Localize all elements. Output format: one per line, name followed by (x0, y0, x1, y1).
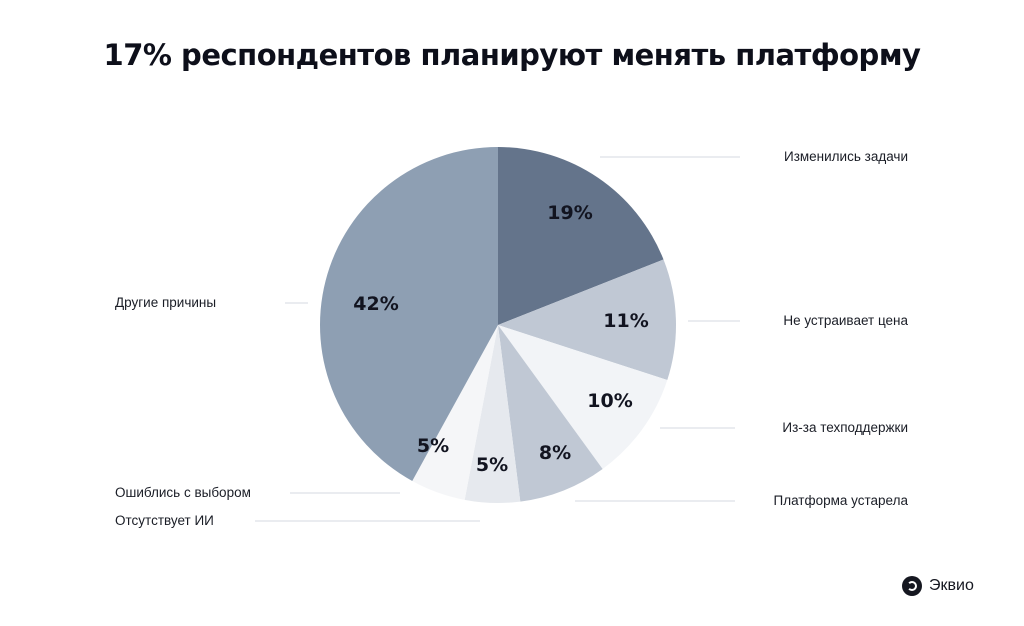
slice-value-label: 5% (417, 435, 449, 457)
pie-slice (498, 325, 603, 502)
slice-category-label: Ошиблись с выбором (115, 485, 251, 500)
logo: Эквио (902, 576, 974, 596)
slice-category-label: Отсутствует ИИ (115, 513, 214, 528)
slice-category-label: Платформа устарела (774, 493, 909, 508)
slice-category-label: Не устраивает цена (783, 313, 908, 328)
pie-slice (412, 325, 498, 500)
pie-slice (498, 259, 677, 381)
slice-category-label: Изменились задачи (784, 149, 908, 164)
pie-slice (464, 325, 521, 503)
pie-slice (498, 147, 664, 325)
slice-value-label: 19% (547, 202, 592, 224)
pie-slice (498, 325, 668, 470)
slice-value-label: 11% (603, 310, 648, 332)
slice-category-label: Другие причины (115, 295, 216, 310)
slice-value-label: 10% (587, 390, 632, 412)
slice-value-label: 5% (476, 454, 508, 476)
logo-text: Эквио (929, 577, 974, 594)
pie-slice (319, 147, 498, 481)
chart-title: 17% респондентов планируют менять платфо… (103, 38, 921, 72)
slice-value-label: 8% (539, 442, 571, 464)
logo-icon (902, 576, 922, 596)
slice-value-label: 42% (353, 293, 398, 315)
slice-category-label: Из-за техподдержки (782, 420, 908, 435)
